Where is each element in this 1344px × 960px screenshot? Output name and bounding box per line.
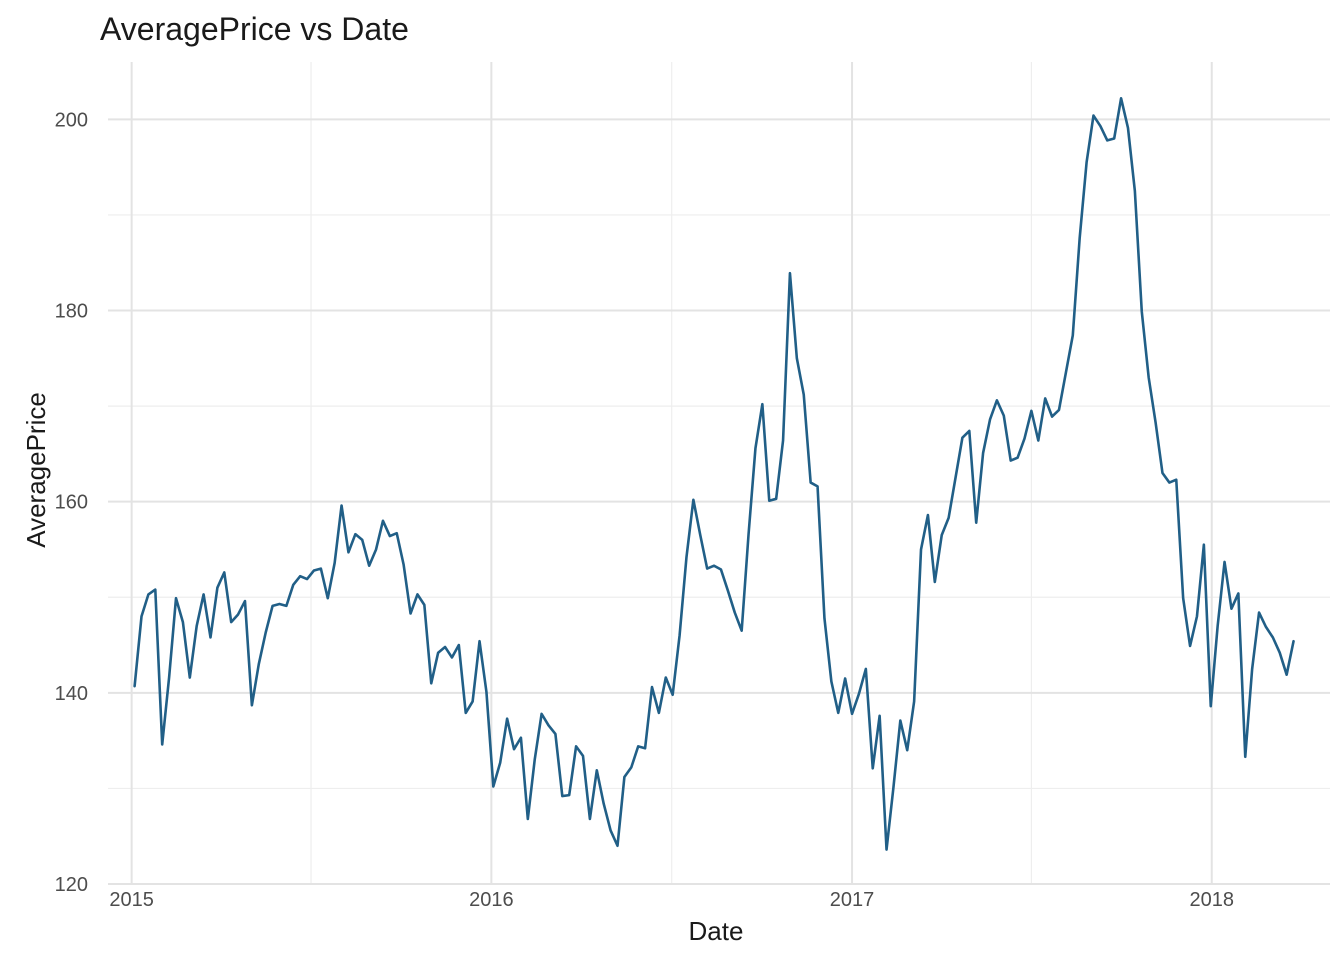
y-axis-ticks: 120 140 160 180 200: [55, 109, 88, 896]
x-tick-label: 2018: [1189, 889, 1234, 911]
y-tick-label: 160: [55, 492, 88, 514]
y-axis-label: AveragePrice: [21, 392, 51, 548]
x-axis-ticks: 2015 2016 2017 2018: [109, 889, 1234, 911]
major-gridlines: [108, 62, 1330, 885]
x-axis-label: Date: [689, 916, 744, 946]
x-tick-label: 2015: [109, 889, 154, 911]
y-tick-label: 120: [55, 874, 88, 896]
y-tick-label: 180: [55, 301, 88, 323]
y-tick-label: 140: [55, 683, 88, 705]
average-price-line: [133, 97, 1295, 851]
x-tick-label: 2017: [830, 889, 875, 911]
minor-gridlines: [108, 62, 1330, 884]
y-tick-label: 200: [55, 109, 88, 131]
chart-title: AveragePrice vs Date: [100, 11, 409, 47]
x-tick-label: 2016: [469, 889, 514, 911]
